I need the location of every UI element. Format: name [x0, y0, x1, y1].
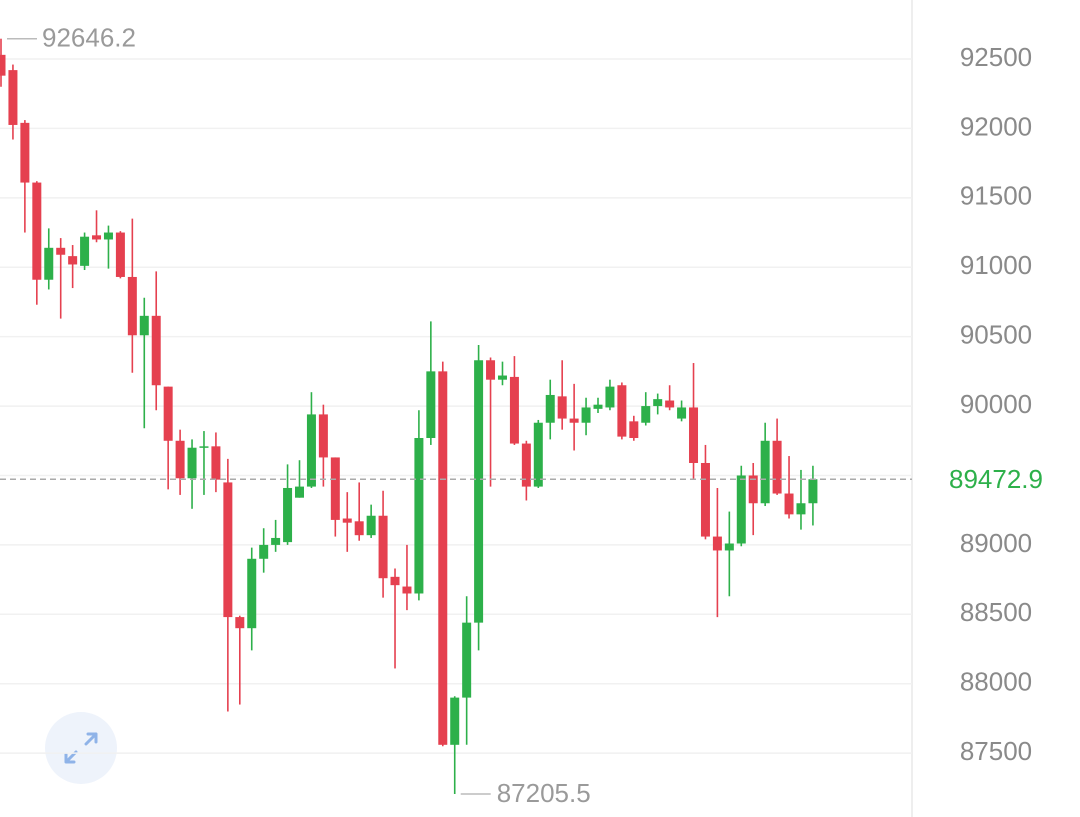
candle-body [509, 376, 519, 444]
last-price-label: 89472.9 [949, 464, 1043, 494]
candle-body [497, 375, 507, 380]
y-tick-label: 92000 [960, 111, 1032, 141]
candle-body [677, 407, 687, 419]
y-tick-label: 87500 [960, 736, 1032, 766]
candle-body [175, 440, 185, 479]
candle-body [115, 232, 125, 277]
y-tick-label: 88000 [960, 667, 1032, 697]
y-tick-label: 91000 [960, 250, 1032, 280]
candle-body [772, 440, 782, 494]
candle-body [139, 315, 149, 336]
candle-body [545, 394, 555, 423]
candle-body [354, 521, 364, 536]
candle-body [808, 479, 818, 504]
y-tick-label: 88500 [960, 597, 1032, 627]
y-tick-label: 89000 [960, 528, 1032, 558]
candle-body [736, 475, 746, 544]
candle-body [235, 617, 245, 629]
candle-body [533, 422, 543, 487]
candle-body [259, 544, 269, 559]
candle-body [689, 407, 699, 463]
candle-body [151, 315, 161, 386]
candle-body [593, 404, 603, 409]
candle-body [127, 276, 137, 336]
candle-body [223, 482, 233, 618]
candle-body [366, 515, 376, 536]
candle-body [438, 371, 448, 745]
candle-body [474, 360, 484, 623]
candle-body [330, 457, 340, 520]
y-tick-label: 90000 [960, 389, 1032, 419]
min-marker-label: 87205.5 [497, 778, 591, 808]
expand-button[interactable] [45, 712, 117, 784]
candle-body [390, 576, 400, 586]
candle-body [724, 543, 734, 551]
candle-body [68, 256, 78, 265]
candle-body [402, 586, 412, 594]
y-tick-label: 90500 [960, 320, 1032, 350]
candle-body [462, 622, 472, 698]
candle-body [521, 443, 531, 487]
expand-icon[interactable] [64, 732, 98, 764]
candle-body [748, 475, 758, 504]
candle-body [103, 232, 113, 240]
candle-body [56, 247, 66, 255]
candle-body [617, 385, 627, 437]
candle-body [8, 70, 18, 125]
candle-body [569, 418, 579, 423]
candle-body [306, 414, 316, 487]
candle-body [80, 236, 90, 266]
candle-body [665, 400, 675, 408]
candle-body [247, 558, 257, 629]
expand-button-bg[interactable] [45, 712, 117, 784]
candle-body [629, 421, 639, 439]
candle-body [211, 446, 221, 480]
max-marker-label: 92646.2 [42, 23, 136, 53]
candle-body [342, 518, 352, 523]
candle-body [605, 386, 615, 408]
candle-body [557, 396, 567, 419]
candle-body [378, 515, 388, 579]
y-tick-label: 91500 [960, 181, 1032, 211]
candle-body [414, 438, 424, 594]
candle-body [760, 440, 770, 504]
candle-body [0, 54, 6, 76]
candle-body [187, 447, 197, 479]
candle-body [20, 122, 30, 183]
candle-body [163, 386, 173, 441]
candle-body [271, 537, 281, 545]
candle-body [283, 487, 293, 543]
candle-body [92, 235, 102, 240]
candle-body [44, 247, 54, 280]
candle-body [486, 360, 496, 380]
candle-body [581, 407, 591, 423]
candle-body [712, 536, 722, 551]
y-tick-label: 92500 [960, 42, 1032, 72]
candle-body [450, 697, 460, 745]
candle-body [700, 462, 710, 537]
candle-body [796, 503, 806, 515]
candle-body [199, 446, 209, 448]
candle-body [784, 493, 794, 515]
candle-body [641, 406, 651, 423]
candle-body [426, 371, 436, 439]
candle-body [295, 486, 304, 498]
candle-body [318, 414, 328, 458]
candle-body [32, 182, 42, 280]
candle-body [653, 399, 663, 407]
